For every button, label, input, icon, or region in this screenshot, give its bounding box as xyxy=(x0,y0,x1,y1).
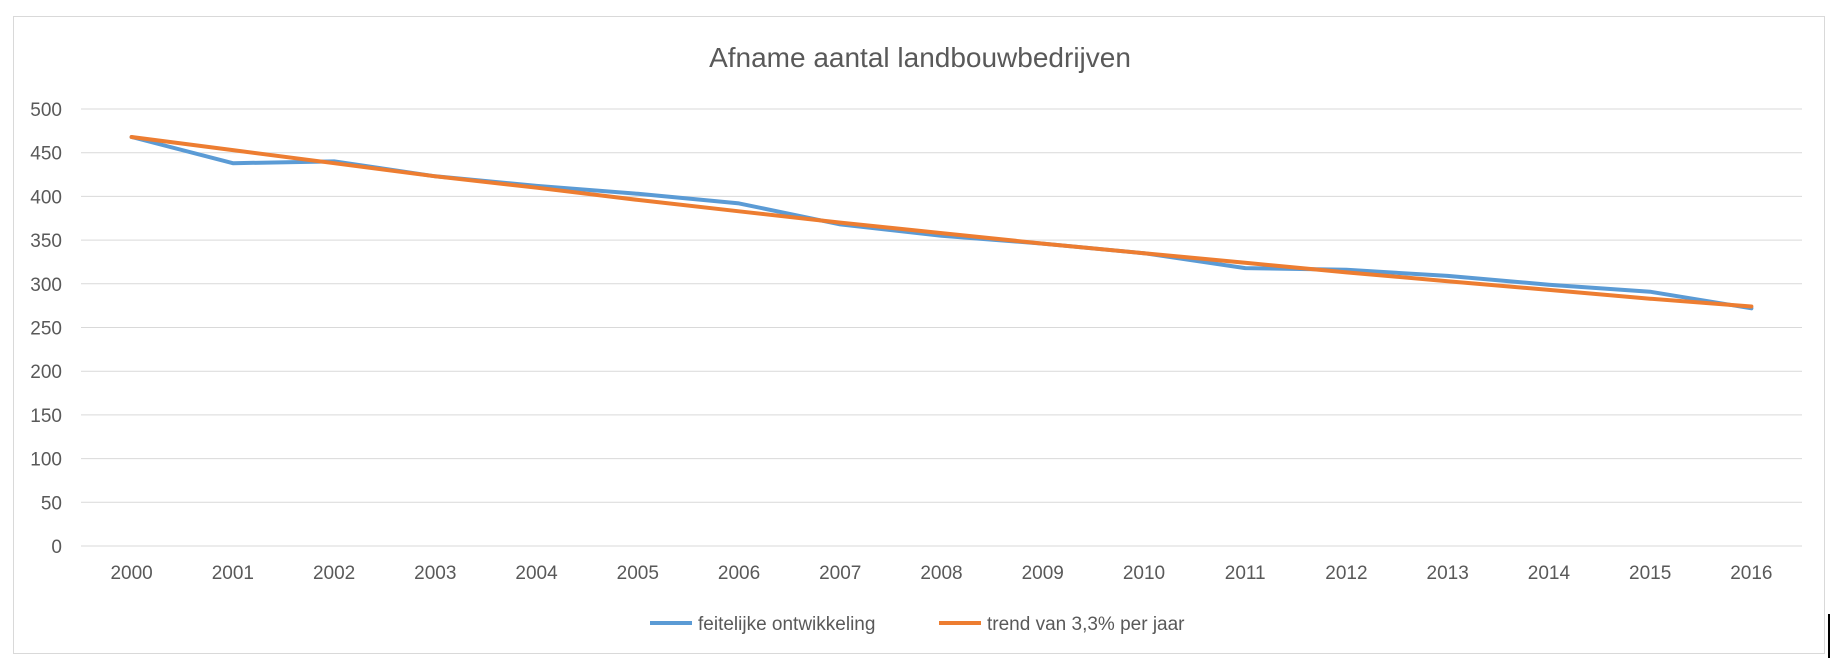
y-tick-label: 50 xyxy=(41,493,62,514)
data-point xyxy=(1244,262,1246,264)
data-point xyxy=(333,162,335,164)
x-tick-label: 2004 xyxy=(515,563,558,584)
x-tick-label: 2005 xyxy=(617,563,659,584)
data-series xyxy=(129,135,1754,311)
series-line-feitelijke-ontwikkeling xyxy=(129,135,1754,311)
y-tick-label: 250 xyxy=(30,319,62,340)
y-tick-label: 450 xyxy=(30,144,62,165)
x-tick-label: 2003 xyxy=(414,563,456,584)
chart-area: Afname aantal landbouwbedrijven 0 50 100 15… xyxy=(13,16,1825,654)
y-tick-label: 500 xyxy=(30,100,62,121)
data-point xyxy=(434,175,436,177)
data-point xyxy=(1042,243,1044,245)
x-tick-label: 2008 xyxy=(920,563,962,584)
x-tick-label: 2016 xyxy=(1730,563,1772,584)
data-point xyxy=(1649,298,1651,300)
y-axis-tick-labels: 0 50 100 150 200 250 300 350 400 450 500 xyxy=(30,100,62,558)
x-tick-label: 2006 xyxy=(718,563,760,584)
data-point xyxy=(1750,306,1752,308)
data-point xyxy=(1345,271,1347,273)
y-tick-label: 100 xyxy=(30,450,62,471)
x-tick-label: 2015 xyxy=(1629,563,1671,584)
data-point xyxy=(1447,280,1449,282)
data-point xyxy=(1345,269,1347,271)
data-point xyxy=(1244,267,1246,269)
x-tick-label: 2001 xyxy=(212,563,254,584)
y-tick-label: 400 xyxy=(30,187,62,208)
y-tick-label: 300 xyxy=(30,275,62,296)
y-tick-label: 150 xyxy=(30,406,62,427)
x-tick-label: 2014 xyxy=(1528,563,1571,584)
data-point xyxy=(637,193,639,195)
y-tick-label: 0 xyxy=(51,537,62,558)
x-axis-tick-labels: 2000 2001 2002 2003 2004 2005 2006 2007 2008 2009… xyxy=(110,563,1772,584)
data-point xyxy=(941,235,942,237)
data-point xyxy=(536,187,538,189)
gridlines xyxy=(81,108,1802,547)
x-tick-label: 2009 xyxy=(1022,563,1064,584)
data-point xyxy=(738,202,740,204)
x-tick-label: 2010 xyxy=(1123,563,1165,584)
data-point xyxy=(1548,284,1550,286)
data-point xyxy=(738,210,740,212)
data-point xyxy=(637,199,639,201)
legend-label-feitelijke-ontwikkeling: feitelijke ontwikkeling xyxy=(698,614,875,635)
x-tick-label: 2011 xyxy=(1225,563,1266,584)
y-tick-label: 200 xyxy=(30,362,62,383)
legend-label-trend: trend van 3,3% per jaar xyxy=(987,614,1185,635)
y-tick-label: 350 xyxy=(30,231,62,252)
data-point xyxy=(232,149,234,151)
line-chart: Afname aantal landbouwbedrijven 0 50 100 15… xyxy=(30,42,1802,635)
data-point xyxy=(1649,291,1651,293)
chart-title: Afname aantal landbouwbedrijven xyxy=(709,42,1131,73)
data-point xyxy=(232,162,234,164)
x-tick-label: 2012 xyxy=(1325,563,1367,584)
data-point xyxy=(1143,252,1145,254)
legend: feitelijke ontwikkeling trend van 3,3% p… xyxy=(650,614,1185,635)
data-point xyxy=(941,232,942,234)
data-point xyxy=(1447,275,1449,277)
x-tick-label: 2007 xyxy=(819,563,861,584)
data-point xyxy=(131,136,133,138)
x-tick-label: 2002 xyxy=(313,563,355,584)
x-tick-label: 2013 xyxy=(1427,563,1469,584)
data-point xyxy=(1548,289,1550,291)
text-cursor xyxy=(1828,614,1830,658)
x-tick-label: 2000 xyxy=(110,563,152,584)
data-point xyxy=(839,222,841,224)
